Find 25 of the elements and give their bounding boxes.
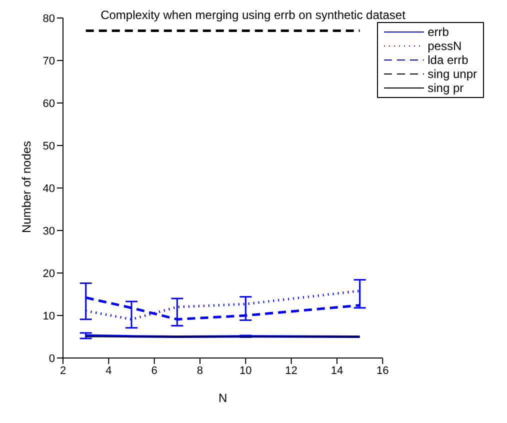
legend-label: pessN [428,39,462,53]
x-tick-label: 8 [196,364,204,377]
y-tick-label: 70 [42,55,55,68]
y-tick-label: 80 [42,12,55,25]
x-tick-label: 14 [330,364,344,377]
x-axis-title: N [218,391,228,405]
y-tick-label: 20 [42,268,55,280]
y-tick-label: 40 [42,182,55,195]
x-tick-label: 10 [240,364,252,377]
legend-label: sing pr [428,81,464,95]
legend-label: errb [428,25,449,39]
y-tick-label: 10 [42,310,55,322]
x-tick-label: 6 [151,364,158,377]
y-tick-label: 30 [42,225,55,238]
legend-label: sing unpr [428,67,477,81]
chart-title: Complexity when merging using errb on synthetic dataset [100,8,406,22]
y-tick-label: 50 [42,140,55,152]
y-tick-label: 0 [48,352,55,365]
x-tick-label: 16 [376,364,389,377]
x-tick-label: 2 [60,364,66,377]
legend-label: lda errb [428,53,468,67]
y-axis-title: Number of nodes [19,140,34,233]
x-tick-label: 4 [106,364,112,377]
y-tick-label: 60 [42,98,55,110]
x-tick-label: 12 [285,364,298,377]
